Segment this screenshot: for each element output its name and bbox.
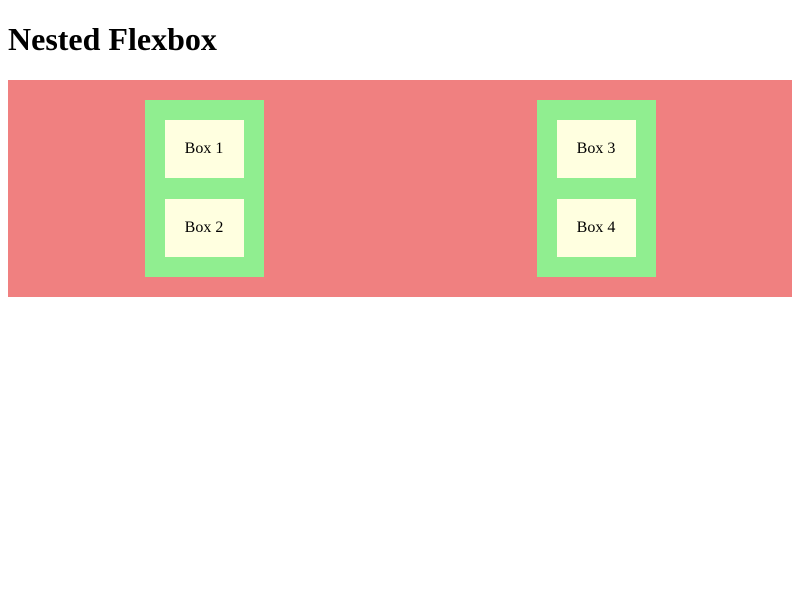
box-3: Box 3 (556, 120, 636, 178)
box-2: Box 2 (164, 199, 244, 257)
page-title: Nested Flexbox (8, 21, 217, 57)
flex-column-left: Box 1 Box 2 (144, 100, 264, 277)
outer-flex-container: Box 1 Box 2 Box 3 Box 4 (8, 80, 792, 297)
flex-column-right: Box 3 Box 4 (536, 100, 656, 277)
box-4: Box 4 (556, 199, 636, 257)
box-1: Box 1 (164, 120, 244, 178)
